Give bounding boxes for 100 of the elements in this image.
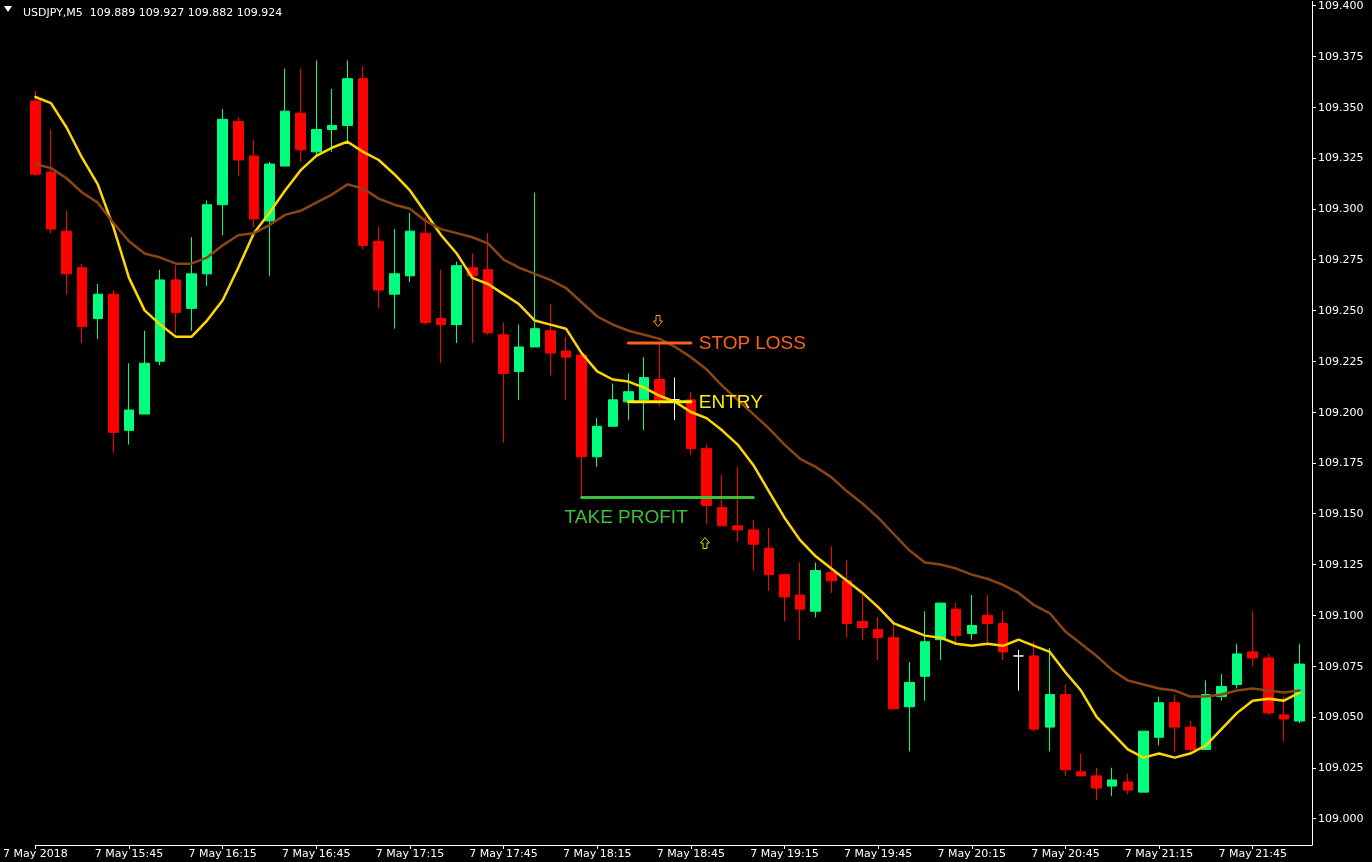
- candlestick: [249, 139, 259, 228]
- candlestick: [1060, 683, 1071, 777]
- y-tick-label: 109.150: [1318, 507, 1364, 521]
- candlestick: [342, 59, 353, 143]
- candlestick: [77, 263, 87, 344]
- x-tick-label: 7 May 21:15: [1124, 847, 1194, 860]
- candlestick: [1232, 643, 1242, 689]
- candlestick: [951, 602, 961, 645]
- x-tick-label: 7 May 15:45: [94, 847, 164, 860]
- candlestick: [373, 226, 384, 309]
- candlestick: [186, 236, 197, 332]
- candlestick: [686, 391, 696, 456]
- x-tick-label: 7 May 18:15: [562, 847, 632, 860]
- candlestick: [1169, 694, 1180, 752]
- y-tick-label: 109.000: [1318, 812, 1364, 826]
- candlestick: [61, 210, 72, 295]
- candlestick: [498, 322, 509, 444]
- candlestick: [1138, 730, 1149, 793]
- candlestick: [982, 594, 993, 645]
- y-tick-label: 109.075: [1318, 659, 1364, 673]
- y-tick-label: 109.400: [1318, 0, 1364, 12]
- candlestick: [670, 376, 680, 421]
- candlestick: [842, 559, 852, 639]
- x-tick-label: 7 May 16:45: [282, 847, 351, 860]
- candlestick: [1154, 696, 1164, 746]
- candlestick: [810, 561, 821, 618]
- y-tick-label: 109.325: [1318, 151, 1364, 165]
- line-series: [34, 162, 1301, 698]
- candlestick: [779, 574, 790, 622]
- candlestick: [124, 362, 134, 446]
- candlestick: [1185, 720, 1196, 755]
- candlestick: [233, 116, 244, 177]
- candlestick: [998, 610, 1008, 661]
- candlestick: [795, 561, 805, 641]
- candlestick: [1247, 610, 1258, 667]
- candlestick: [873, 616, 883, 661]
- candlestick: [451, 261, 462, 344]
- y-tick-label: 109.200: [1318, 405, 1364, 419]
- candlestick: [405, 212, 415, 283]
- y-tick-label: 109.100: [1318, 608, 1364, 622]
- candlestick: [483, 232, 493, 336]
- candlestick: [717, 474, 727, 527]
- candlestick: [389, 228, 400, 330]
- candlestick: [514, 324, 524, 401]
- x-tick-label: 7 May 19:15: [750, 847, 819, 860]
- candlestick: [155, 269, 165, 366]
- candlestick: [1013, 649, 1024, 692]
- y-tick-label: 109.275: [1318, 253, 1364, 267]
- candlestick: [561, 336, 571, 401]
- y-tick-label: 109.225: [1318, 354, 1364, 368]
- candlestick: [826, 545, 837, 594]
- candlestick: [639, 356, 649, 431]
- candlestick: [904, 661, 915, 752]
- candlestick: [764, 527, 774, 592]
- x-tick-label: 7 May 2018: [3, 847, 68, 860]
- candlestick: [1029, 641, 1039, 732]
- candlestick: [967, 594, 977, 641]
- candlestick: [467, 252, 478, 344]
- candlestick: [1107, 767, 1117, 797]
- candlestick: [30, 90, 41, 177]
- candlestick: [888, 622, 899, 710]
- y-tick-label: 109.125: [1318, 557, 1364, 571]
- candlestick: [920, 610, 930, 702]
- candlestick: [327, 88, 337, 153]
- candlestick: [93, 283, 103, 340]
- y-tick-label: 109.175: [1318, 456, 1364, 470]
- candlestick: [280, 68, 290, 167]
- candlestick: [1045, 647, 1055, 752]
- candlestick: [732, 466, 743, 543]
- text: USDJPY,M5 109.889 109.927 109.882 109.924: [23, 6, 283, 19]
- y-tick-label: 109.300: [1318, 202, 1364, 216]
- candlestick: [202, 200, 212, 287]
- candlestick: [545, 303, 556, 376]
- candlestick: [264, 161, 275, 277]
- candlestick: [623, 372, 634, 421]
- candlestick: [139, 330, 150, 415]
- x-tick-label: 7 May 21:45: [1218, 847, 1287, 860]
- y-tick-label: 109.350: [1318, 100, 1364, 114]
- candlestick: [436, 269, 446, 364]
- x-tick-label: 7 May 17:15: [375, 847, 445, 860]
- y-tick-label: 109.050: [1318, 710, 1364, 724]
- x-tick-label: 7 May 16:15: [188, 847, 257, 860]
- candlestick: [420, 216, 431, 326]
- candlestick: [1263, 653, 1274, 716]
- candlestick: [311, 59, 322, 157]
- candlestick: [1294, 643, 1305, 724]
- candlestick: [1076, 753, 1086, 777]
- x-tick-label: 7 May 18:45: [656, 847, 726, 860]
- candlestick: [701, 444, 712, 525]
- candlestick: [935, 602, 946, 661]
- candlestick: [748, 519, 759, 572]
- x-tick-label: 7 May 17:45: [469, 847, 538, 860]
- candlestick: [217, 108, 228, 236]
- y-tick-label: 109.025: [1318, 761, 1364, 775]
- x-tick-label: 7 May 19:45: [843, 847, 913, 860]
- series-label: TAKE PROFIT: [564, 506, 689, 528]
- candlestick: [1123, 773, 1133, 795]
- candlestick: [530, 192, 540, 348]
- candlestick: [1091, 767, 1102, 801]
- candlestick: [46, 128, 56, 234]
